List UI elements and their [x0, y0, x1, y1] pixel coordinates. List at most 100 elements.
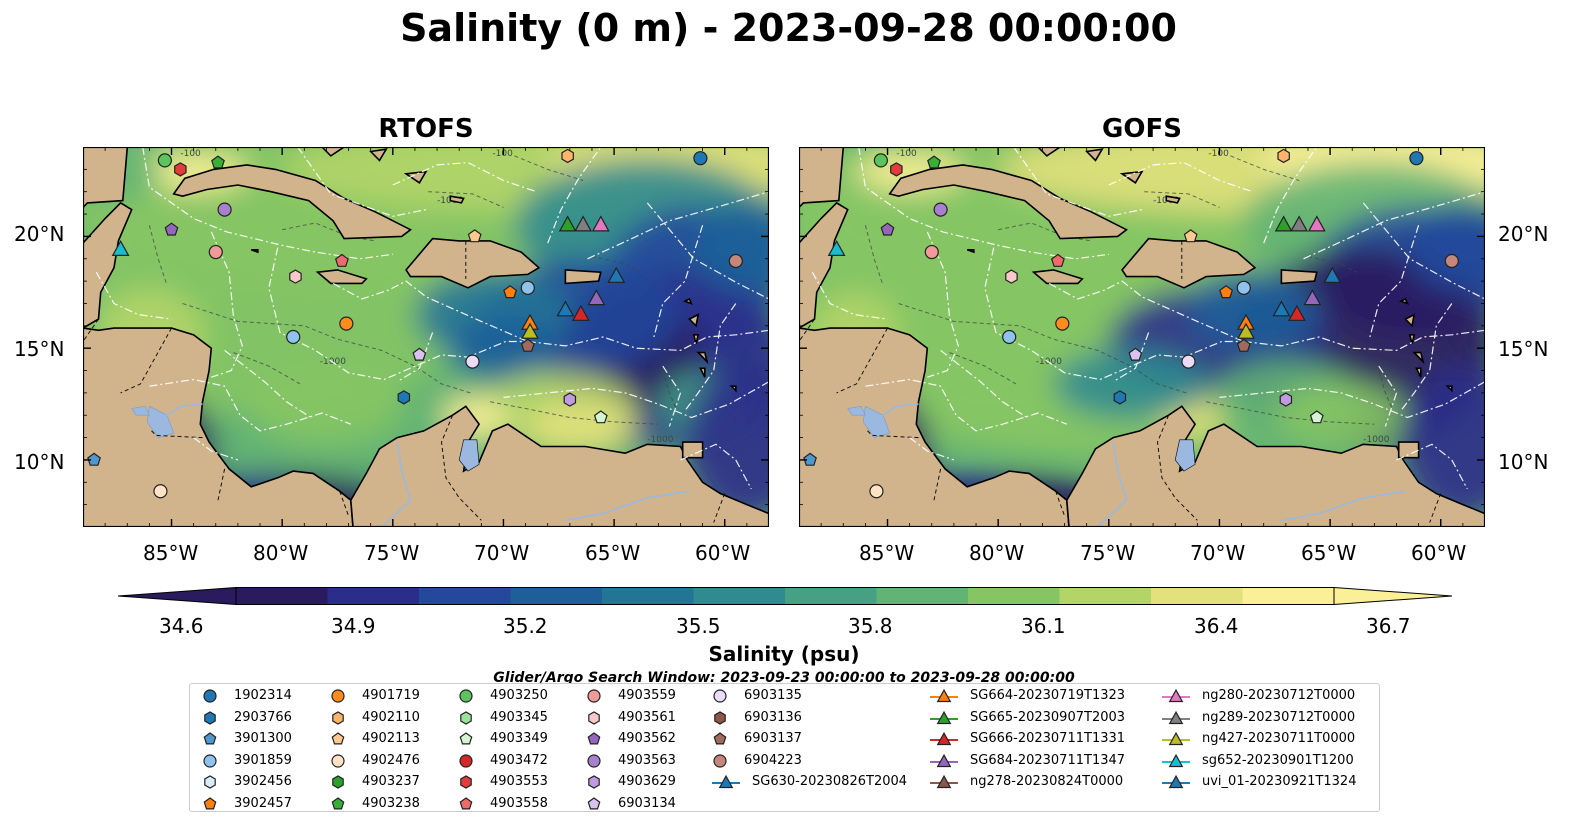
legend-label: 6903134: [618, 795, 676, 811]
platform-2903766: [397, 390, 411, 405]
legend-circle-icon: [713, 689, 727, 703]
platform-3901859: [1236, 280, 1251, 295]
river: [876, 403, 919, 421]
legend-marker: [712, 774, 740, 789]
legend-circle-icon: [459, 689, 473, 703]
legend-marker: [1162, 688, 1190, 703]
legend-label: ng427-20230711T0000: [1202, 731, 1356, 746]
legend-pentagon-icon: [459, 796, 473, 809]
map-frame: [799, 147, 1485, 527]
legend-label: SG630-20230826T2004: [752, 774, 908, 789]
platform-6903137: [520, 338, 535, 352]
eez-boundary: [1219, 381, 1485, 419]
land-lesser2: [687, 313, 700, 328]
colorbar-segment: [876, 587, 969, 605]
country-border: [120, 327, 172, 394]
platform-1902314: [693, 151, 708, 166]
river: [1281, 490, 1406, 522]
platform-sg666-20230711t1331: [571, 304, 590, 321]
country-border: [865, 428, 919, 439]
legend-marker: [331, 796, 345, 809]
eez-boundary: [392, 161, 537, 193]
salinity-patch: [1274, 381, 1408, 449]
country-border: [1429, 493, 1442, 523]
contour-label: -100: [1208, 149, 1229, 159]
lat-label-10n-left: 10°N: [14, 450, 65, 474]
eez-boundary: [268, 247, 528, 381]
eez-boundary: [1108, 161, 1253, 193]
legend-pentagon-icon: [587, 732, 601, 745]
legend-circle-icon: [203, 689, 217, 703]
legend-label: ng278-20230824T0000: [970, 774, 1124, 789]
legend-hexagon-icon: [714, 710, 726, 725]
platform-3902457: [503, 285, 518, 299]
legend-triangle-icon: [936, 731, 952, 746]
land-barbados: [729, 385, 737, 393]
river: [565, 490, 690, 522]
legend-circle-icon: [459, 753, 473, 768]
platform-uvi_01-20230921t1324: [607, 266, 626, 283]
bathymetry-contour: [490, 401, 659, 425]
legend-marker: [459, 689, 473, 703]
land-trinidad: [681, 441, 704, 459]
salinity-patch: [248, 366, 404, 447]
platform-4902113: [1183, 229, 1198, 243]
platform-sg630-20230826t2004: [1272, 300, 1291, 317]
salinity-colorbar: [118, 587, 1452, 605]
platform-4903558: [1050, 253, 1065, 267]
legend-marker: [587, 796, 601, 809]
colorbar-segment: [327, 587, 420, 605]
eez-boundary: [1396, 443, 1468, 490]
platform-4903553: [174, 162, 187, 177]
panel-title-gofs: GOFS: [1102, 114, 1182, 144]
legend-marker: [588, 775, 600, 789]
river: [160, 403, 203, 421]
land-lesser4: [696, 351, 709, 365]
legend-triangle-icon: [1168, 710, 1184, 724]
legend-circle-icon: [331, 753, 345, 768]
bathymetry-contour: [998, 222, 1092, 242]
legend-marker: [459, 796, 473, 809]
country-border: [1156, 415, 1198, 521]
lon-label-75w-right: 75°W: [1080, 541, 1136, 565]
lat-label-20n-right: 20°N: [1498, 222, 1549, 246]
contour-label: -100: [896, 149, 917, 159]
eez-boundary: [527, 329, 769, 352]
legend-hexagon-icon: [588, 775, 600, 789]
platform-3901859b: [1002, 329, 1017, 345]
platform-6903134: [412, 347, 427, 361]
legend-label: 4902476: [362, 752, 420, 768]
legend-label: 4903472: [490, 752, 548, 768]
land-hispaniola: [1121, 237, 1257, 289]
lake-maracaibo: [458, 439, 480, 472]
lon-label-85w-right: 85°W: [859, 541, 915, 565]
land-puertorico: [564, 269, 602, 285]
eez-boundary: [811, 271, 888, 320]
platform-ng427-20230711t0000: [521, 322, 539, 339]
legend-marker: [1162, 731, 1190, 746]
platform-4903562: [880, 222, 895, 236]
land-caicos: [1165, 195, 1181, 204]
land-bahamas2: [1085, 148, 1104, 162]
platform-sg652-20230901t1200: [111, 239, 130, 256]
land-puertorico: [1280, 269, 1318, 285]
platform-3901859: [520, 280, 535, 295]
eez-boundary: [662, 365, 682, 427]
land-barbados: [1445, 385, 1453, 393]
platform-4903559: [208, 244, 223, 260]
colorbar-segment: [1059, 587, 1152, 605]
legend-label: 4903563: [618, 752, 676, 768]
country-border: [799, 318, 815, 342]
lon-label-70w-right: 70°W: [1190, 541, 1246, 565]
colorbar-frame: [235, 587, 1335, 605]
legend-circle-icon: [203, 753, 217, 768]
platform-uvi_01-20230921t1324: [1323, 266, 1342, 283]
legend-label: 4903349: [490, 731, 548, 746]
land-hispaniola: [405, 237, 541, 289]
lake: [847, 405, 866, 416]
colorbar-tick-36-4: 36.4: [1194, 614, 1239, 638]
colorbar-label: Salinity (psu): [708, 642, 860, 666]
colorbar-tick-36-7: 36.7: [1366, 614, 1411, 638]
platform-ng280-20230712t0000: [591, 215, 610, 232]
colorbar-segment: [236, 587, 329, 605]
